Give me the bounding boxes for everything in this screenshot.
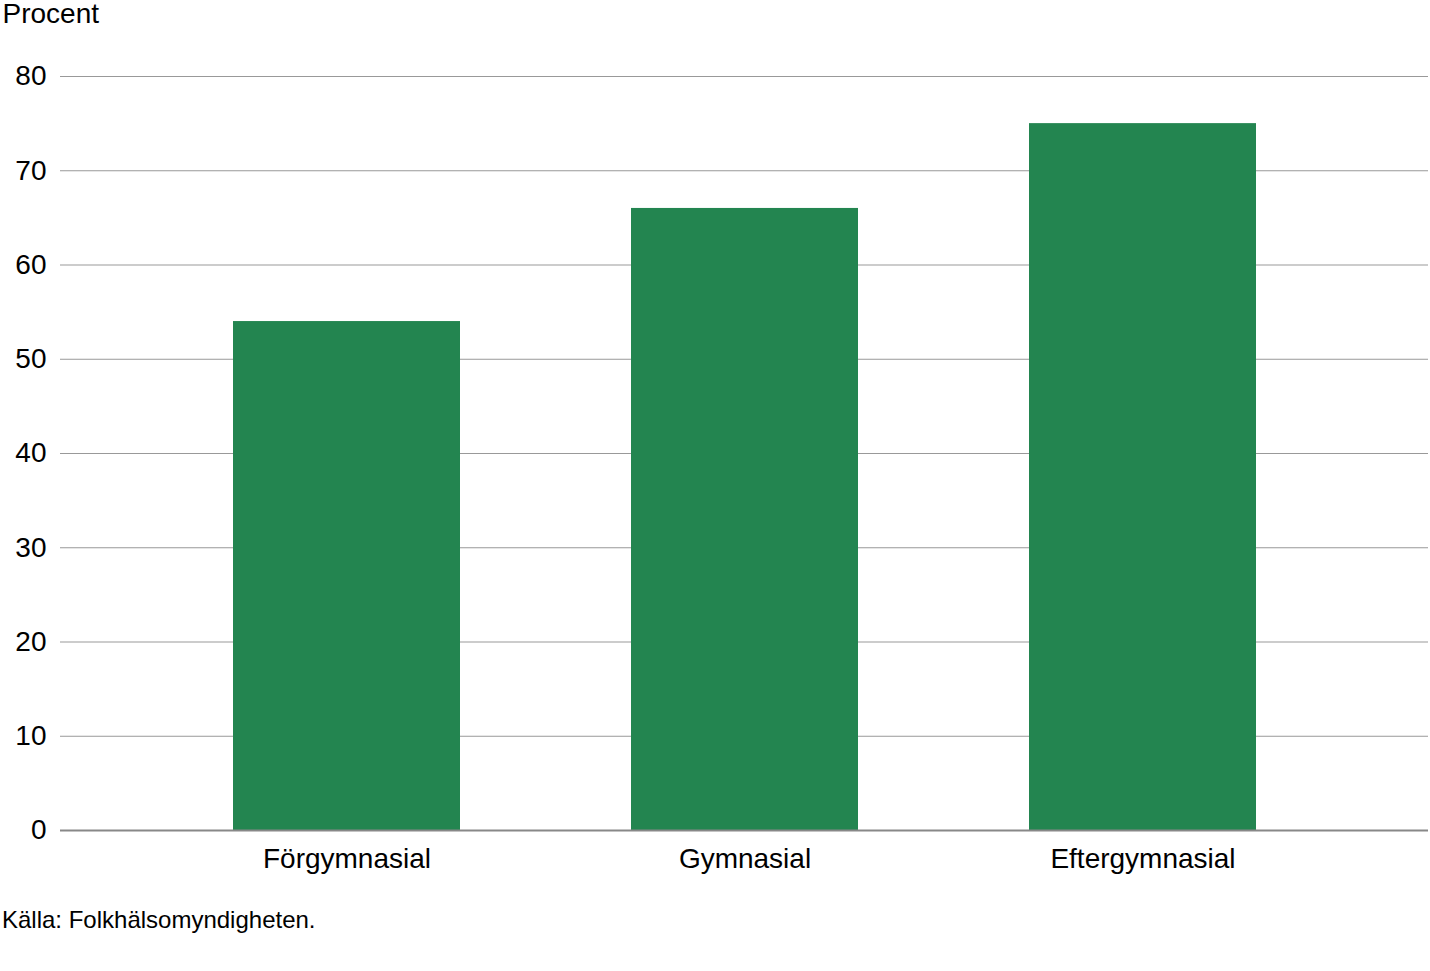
html-text:Källa: Folkhälsomyndigheten.: Källa: Folkhälsomyndigheten.	[2, 906, 316, 933]
svg-text:Eftergymnasial: Eftergymnasial	[1050, 843, 1235, 874]
svg-text:30: 30	[15, 532, 46, 563]
svg-text:10: 10	[15, 720, 46, 751]
svg-text:60: 60	[15, 249, 46, 280]
svg-text:20: 20	[15, 626, 46, 657]
svg-text:50: 50	[15, 343, 46, 374]
svg-text:70: 70	[15, 155, 46, 186]
svg-text:40: 40	[15, 437, 46, 468]
svg-text:80: 80	[15, 60, 46, 91]
svg-text:0: 0	[31, 814, 47, 845]
svg-text:Gymnasial: Gymnasial	[679, 843, 811, 874]
svg-text:Förgymnasial: Förgymnasial	[263, 843, 431, 874]
svg-text:Procent: Procent	[3, 0, 100, 29]
